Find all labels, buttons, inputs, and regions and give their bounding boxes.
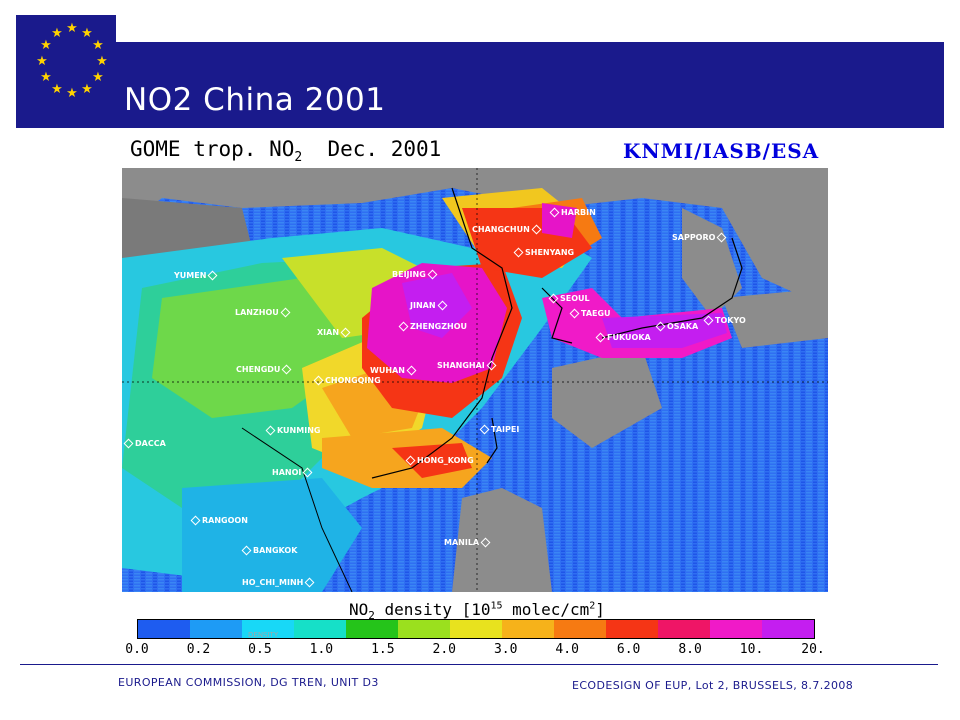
legend-swatch xyxy=(658,620,710,638)
footer-rule xyxy=(20,664,938,665)
svg-text:★: ★ xyxy=(66,21,78,36)
city-label: OSAKA xyxy=(654,321,698,332)
legend-swatch xyxy=(242,620,294,638)
svg-text:★: ★ xyxy=(66,86,78,101)
footer-left-text: EUROPEAN COMMISSION, DG TREN, UNIT D3 xyxy=(118,676,379,689)
legend-tick-label: 6.0 xyxy=(616,642,641,657)
no2-density-map: HARBIN CHANGCHUN SAPPORO SHENYANG YUMEN … xyxy=(122,168,828,592)
city-label: CHENGDU xyxy=(236,364,293,375)
city-label: BEIJING xyxy=(392,269,439,280)
legend-swatch xyxy=(554,620,606,638)
city-label: HO_CHI_MINH xyxy=(242,577,316,588)
city-label: XIAN xyxy=(317,327,352,338)
legend-tick-label: 0.0 xyxy=(125,642,149,657)
city-label: SAPPORO xyxy=(672,232,728,243)
eu-flag-logo: ★ ★ ★ ★ ★ ★ ★ ★ ★ ★ ★ ★ xyxy=(16,15,116,128)
legend-tick-label: 4.0 xyxy=(555,642,579,657)
slide-title: NO2 China 2001 xyxy=(124,82,386,118)
svg-text:★: ★ xyxy=(36,54,48,69)
city-label: TAIPEI xyxy=(478,424,519,435)
legend-tick-label: 10. xyxy=(739,642,764,657)
legend-swatch xyxy=(762,620,814,638)
legend-swatch xyxy=(710,620,762,638)
city-label: DACCA xyxy=(122,438,166,449)
svg-text:★: ★ xyxy=(92,70,104,85)
city-label: JINAN xyxy=(410,300,449,311)
legend-ticks: 0.0 0.2 0.5 1.0 1.5 2.0 3.0 4.0 6.0 8.0 10. 20. xyxy=(120,642,840,658)
legend-tick-label: 2.0 xyxy=(432,642,457,657)
svg-text:★: ★ xyxy=(51,82,63,97)
legend-tick-label: 1.0 xyxy=(309,642,334,657)
city-label: HARBIN xyxy=(548,207,596,218)
legend-swatch xyxy=(398,620,450,638)
legend-tick-label: 8.0 xyxy=(678,642,702,657)
legend-color-bar xyxy=(137,619,815,639)
legend-swatch xyxy=(606,620,658,638)
svg-text:★: ★ xyxy=(40,70,52,85)
svg-text:★: ★ xyxy=(92,38,104,53)
city-label: RANGOON xyxy=(189,515,248,526)
header-band xyxy=(16,15,944,128)
legend-tick-label: 3.0 xyxy=(493,642,518,657)
city-label: WUHAN xyxy=(370,365,418,376)
svg-text:★: ★ xyxy=(81,82,93,97)
city-label: HANOI xyxy=(272,467,314,478)
svg-text:★: ★ xyxy=(81,26,93,41)
legend-title: NO2 density [1015 molec/cm2] xyxy=(349,600,605,623)
legend-tick-label: 0.2 xyxy=(186,642,211,657)
legend-swatch xyxy=(138,620,190,638)
figure-source: KNMI/IASB/ESA xyxy=(623,139,820,163)
city-label: HONG_KONG xyxy=(404,455,474,466)
city-label: TOKYO xyxy=(702,315,746,326)
svg-text:★: ★ xyxy=(96,54,108,69)
svg-text:★: ★ xyxy=(51,26,63,41)
legend-swatch xyxy=(294,620,346,638)
city-label: ZHENGZHOU xyxy=(397,321,467,332)
city-label: SHANGHAI xyxy=(437,360,498,371)
legend-swatch xyxy=(190,620,242,638)
svg-text:★: ★ xyxy=(40,38,52,53)
city-label: SHENYANG xyxy=(512,247,574,258)
header-top-strip xyxy=(116,15,944,42)
city-label: KUNMING xyxy=(264,425,320,436)
legend-tick-label: 1.5 xyxy=(371,642,395,657)
city-label: CHONGQING xyxy=(312,375,381,386)
city-label: BANGKOK xyxy=(240,545,297,556)
city-label: CHANGCHUN xyxy=(472,224,543,235)
city-label: FUKUOKA xyxy=(594,332,651,343)
legend-swatch xyxy=(502,620,554,638)
city-label: MANILA xyxy=(444,537,492,548)
figure-title: GOME trop. NO2 Dec. 2001 xyxy=(130,137,442,166)
legend-tick-label: 20. xyxy=(801,642,825,657)
legend-swatch xyxy=(346,620,398,638)
footer-right-text: ECODESIGN OF EUP, Lot 2, BRUSSELS, 8.7.2… xyxy=(572,679,854,692)
legend-tick-label: 0.5 xyxy=(248,642,272,657)
city-label: SEOUL xyxy=(547,293,590,304)
city-label: TAEGU xyxy=(568,308,611,319)
legend-swatch xyxy=(450,620,502,638)
faint-label: DENSITY xyxy=(248,631,279,639)
city-label: LANZHOU xyxy=(235,307,292,318)
city-label: YUMEN xyxy=(174,270,219,281)
